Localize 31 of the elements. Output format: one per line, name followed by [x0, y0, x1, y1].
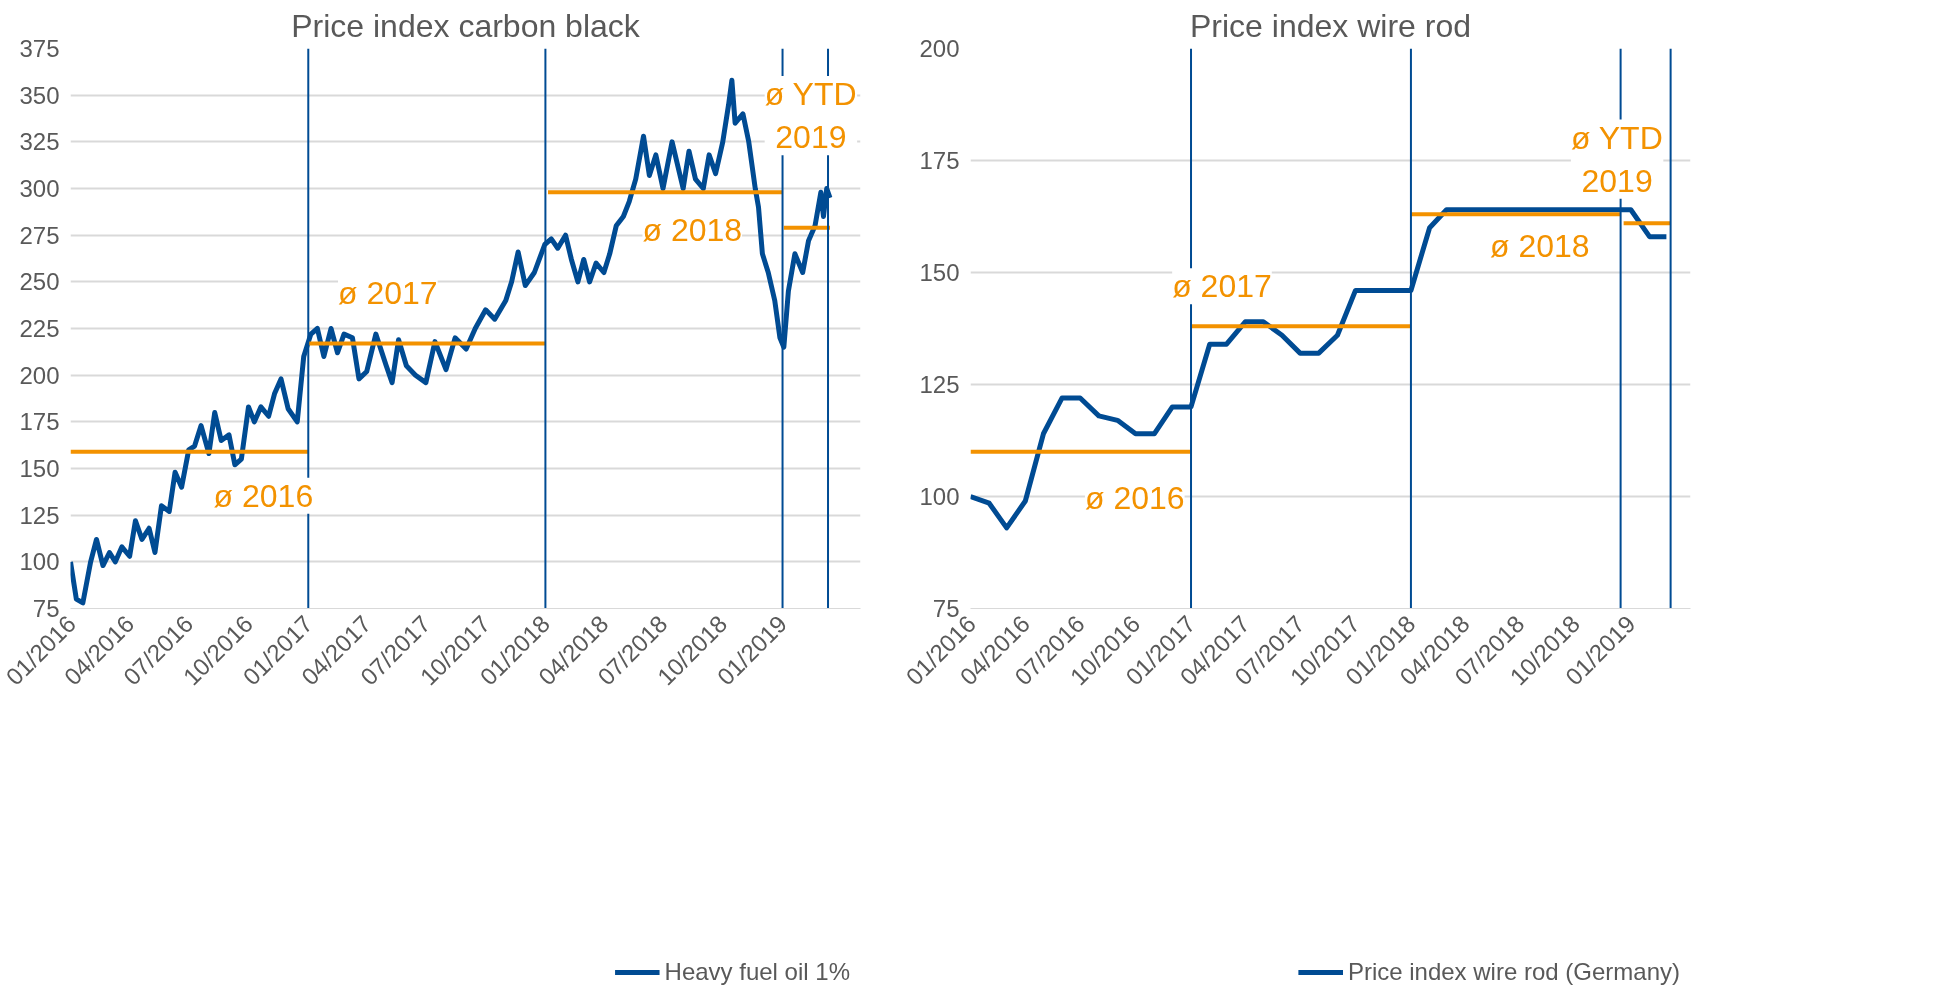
legend-label: Heavy fuel oil 1% [664, 958, 850, 986]
y-tick-label: 375 [19, 35, 60, 62]
y-tick-label: 125 [19, 501, 60, 529]
chart-title: Price index wire rod [1190, 7, 1471, 44]
y-tick-label: 350 [19, 81, 60, 109]
y-tick-label: 150 [19, 455, 60, 482]
y-tick-label: 275 [19, 221, 60, 249]
annotation: ø 2016 [213, 477, 314, 514]
y-tick-label: 100 [919, 483, 960, 510]
annotation: ø 2016 [1084, 479, 1185, 516]
annotation: ø YTD 2019 [1570, 119, 1663, 199]
y-tick-label: 125 [919, 371, 960, 398]
chart-title: Price index carbon black [291, 7, 641, 44]
annotation: ø 2017 [1172, 268, 1272, 305]
y-tick-label: 175 [19, 408, 60, 436]
y-tick-label: 225 [19, 315, 60, 342]
y-tick-label: 75 [932, 595, 960, 622]
y-tick-label: 300 [19, 175, 60, 202]
y-tick-label: 150 [919, 259, 960, 286]
y-tick-label: 250 [19, 268, 60, 296]
legend-label: Price index wire rod (Germany) [1347, 958, 1680, 986]
y-tick-label: 200 [19, 361, 60, 389]
y-tick-label: 100 [19, 548, 60, 576]
annotation: ø 2017 [338, 275, 438, 312]
y-tick-label: 325 [19, 128, 60, 156]
y-tick-label: 75 [32, 595, 60, 622]
y-tick-label: 175 [919, 147, 960, 174]
annotation: ø YTD 2019 [764, 76, 857, 156]
annotation: ø 2018 [1489, 228, 1590, 265]
annotation: ø 2018 [642, 212, 743, 249]
y-tick-label: 200 [919, 35, 960, 62]
